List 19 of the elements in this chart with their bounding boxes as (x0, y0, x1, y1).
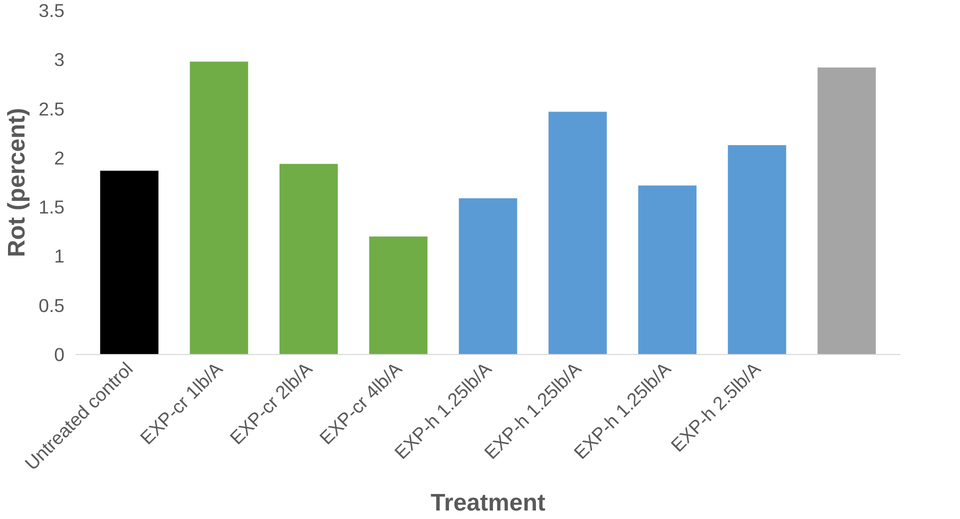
bar (100, 170, 158, 354)
y-tick-label: 2.5 (38, 98, 65, 120)
bar (280, 164, 338, 354)
y-tick-label: 0.5 (38, 294, 65, 316)
x-axis-title: Treatment (430, 490, 546, 517)
y-tick-label: 2 (54, 147, 65, 168)
y-axis-title: Rot (percent) (4, 108, 31, 258)
bar (458, 198, 518, 354)
bar (728, 145, 786, 354)
y-tick-label: 1 (54, 246, 65, 267)
bar (369, 236, 428, 354)
y-tick-label: 1.5 (38, 196, 65, 218)
bar (638, 185, 696, 354)
y-tick-label: 3.5 (38, 0, 65, 21)
y-tick-label: 0 (54, 344, 65, 365)
bar (548, 112, 607, 354)
y-tick-label: 3 (54, 49, 65, 70)
bar (818, 68, 876, 354)
bar (190, 62, 248, 354)
